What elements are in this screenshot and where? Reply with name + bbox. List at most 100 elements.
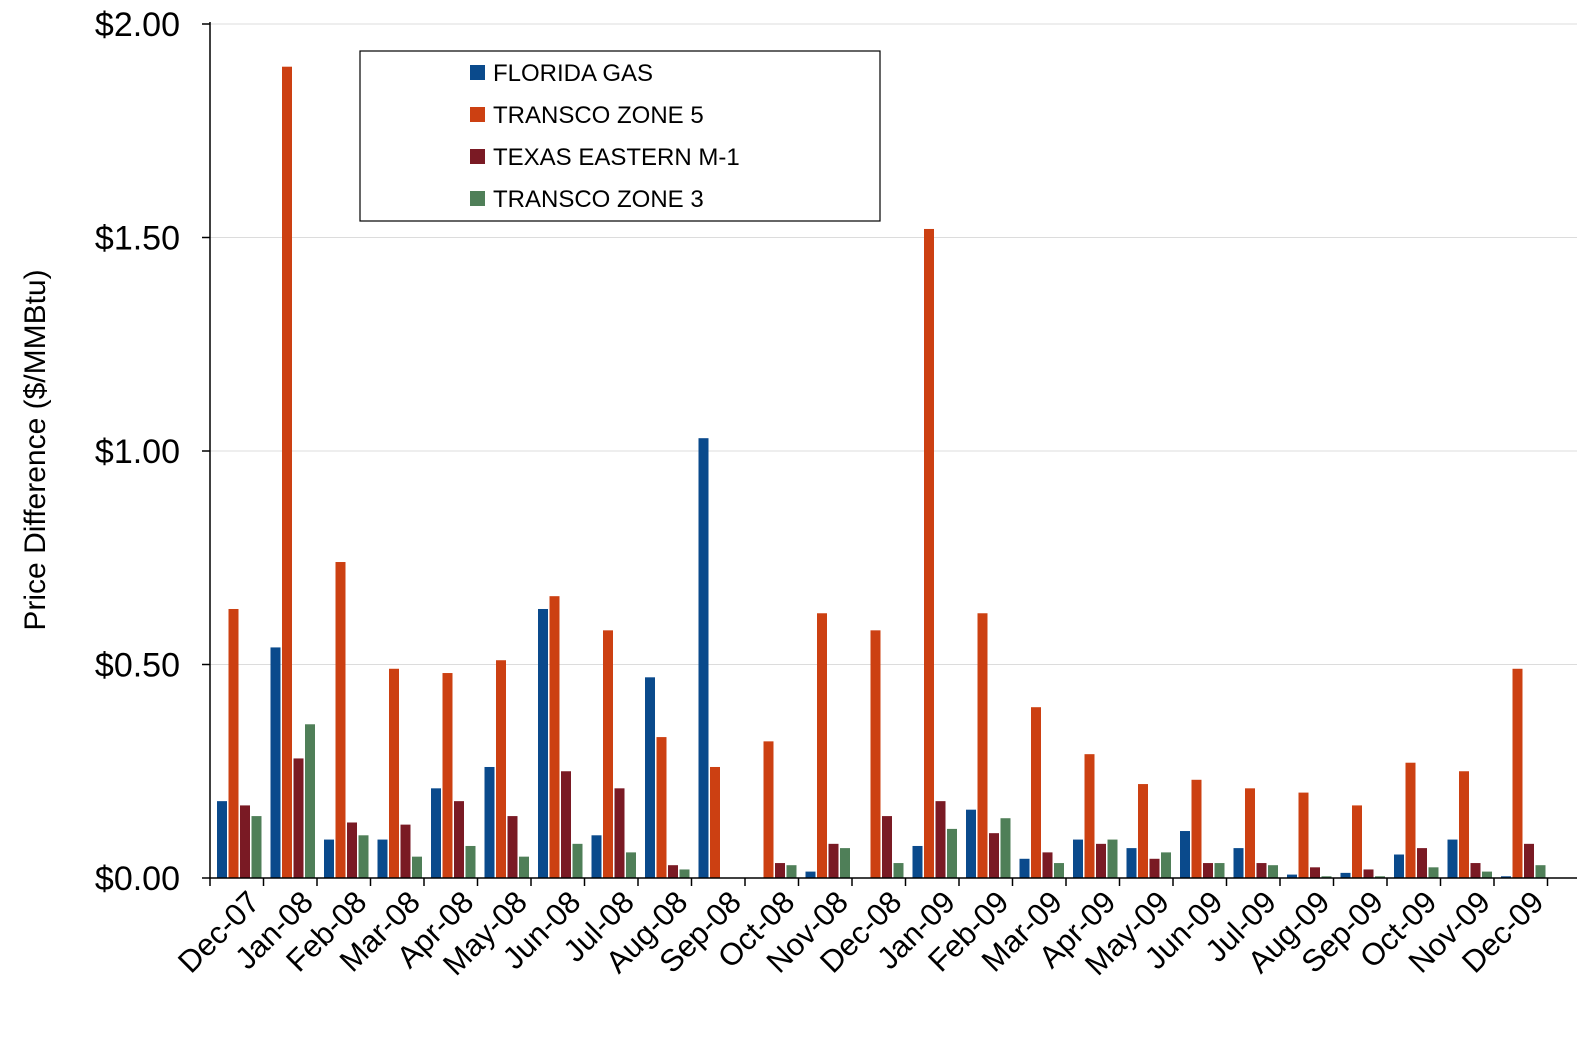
bar-florida-gas — [1180, 831, 1190, 878]
bar-transco-zone-3 — [1268, 865, 1278, 878]
bar-transco-zone-5 — [1245, 788, 1255, 878]
bar-florida-gas — [1340, 872, 1351, 878]
bar-florida-gas — [1019, 858, 1030, 878]
y-tick-label: $1.50 — [95, 220, 180, 258]
y-tick-label: $0.00 — [95, 860, 180, 898]
bar-florida-gas — [1126, 848, 1137, 878]
bar-florida-gas — [431, 788, 441, 878]
bar-texas-eastern-m-1 — [240, 805, 250, 878]
bar-texas-eastern-m-1 — [1310, 867, 1320, 878]
bar-transco-zone-3 — [1375, 876, 1385, 878]
bar-florida-gas — [1394, 854, 1404, 878]
bar-texas-eastern-m-1 — [561, 771, 571, 878]
bar-texas-eastern-m-1 — [935, 801, 946, 878]
bar-transco-zone-3 — [1535, 865, 1546, 878]
bar-florida-gas — [377, 839, 388, 878]
bar-texas-eastern-m-1 — [1417, 848, 1427, 878]
bar-transco-zone-5 — [282, 66, 292, 878]
bar-florida-gas — [912, 845, 923, 878]
bar-transco-zone-3 — [572, 843, 583, 878]
bar-texas-eastern-m-1 — [668, 865, 678, 878]
bar-transco-zone-3 — [519, 856, 529, 878]
bar-transco-zone-5 — [656, 737, 667, 878]
bar-transco-zone-5 — [1405, 762, 1416, 878]
bar-transco-zone-3 — [840, 848, 850, 878]
bar-transco-zone-5 — [1352, 805, 1362, 878]
bar-transco-zone-5 — [228, 608, 239, 878]
y-tick-label: $2.00 — [95, 6, 180, 44]
legend-label: TRANSCO ZONE 5 — [493, 102, 704, 129]
bar-transco-zone-3 — [1107, 839, 1118, 878]
bar-texas-eastern-m-1 — [1524, 843, 1534, 878]
bar-transco-zone-5 — [389, 668, 399, 878]
bar-transco-zone-5 — [870, 630, 881, 878]
bar-transco-zone-3 — [1161, 852, 1171, 878]
legend-label: TEXAS EASTERN M-1 — [493, 144, 740, 171]
bar-transco-zone-5 — [710, 766, 720, 878]
legend-swatch — [470, 191, 485, 206]
bar-transco-zone-3 — [1000, 818, 1011, 878]
bar-transco-zone-5 — [1138, 784, 1148, 878]
bar-transco-zone-5 — [924, 228, 934, 878]
legend-swatch — [470, 107, 485, 122]
legend-label: TRANSCO ZONE 3 — [493, 186, 704, 213]
bar-florida-gas — [484, 766, 495, 878]
bar-florida-gas — [805, 871, 816, 878]
bar-florida-gas — [1233, 848, 1244, 878]
bar-transco-zone-3 — [465, 845, 476, 878]
bar-transco-zone-5 — [1512, 668, 1523, 878]
bar-transco-zone-3 — [412, 856, 422, 878]
bar-texas-eastern-m-1 — [293, 758, 304, 878]
bar-florida-gas — [645, 677, 655, 878]
gridlines — [210, 23, 1577, 665]
bar-transco-zone-3 — [786, 865, 797, 878]
legend-box — [359, 50, 881, 222]
bar-transco-zone-5 — [1459, 771, 1469, 878]
bar-transco-zone-3 — [1482, 871, 1492, 878]
bar-transco-zone-3 — [1054, 863, 1064, 878]
bar-transco-zone-5 — [763, 741, 774, 878]
bar-transco-zone-5 — [549, 596, 560, 878]
bar-texas-eastern-m-1 — [1203, 863, 1213, 878]
bar-transco-zone-3 — [305, 724, 315, 878]
legend-label: FLORIDA GAS — [493, 60, 653, 87]
bar-transco-zone-5 — [442, 673, 453, 878]
y-tick-label: $1.00 — [95, 433, 180, 471]
bar-transco-zone-5 — [335, 562, 346, 878]
bar-florida-gas — [1501, 876, 1511, 878]
bar-florida-gas — [1073, 839, 1083, 878]
legend-swatch — [470, 149, 485, 164]
bar-texas-eastern-m-1 — [828, 843, 839, 878]
bar-transco-zone-5 — [817, 613, 827, 878]
bar-transco-zone-3 — [251, 816, 262, 878]
bar-florida-gas — [698, 438, 709, 878]
bar-transco-zone-3 — [626, 852, 636, 878]
bar-transco-zone-5 — [496, 660, 506, 878]
bar-florida-gas — [1287, 874, 1297, 878]
bar-transco-zone-3 — [893, 863, 904, 878]
legend: FLORIDA GAS TRANSCO ZONE 5 TEXAS EASTERN M… — [359, 50, 881, 222]
bar-transco-zone-3 — [1214, 863, 1225, 878]
bar-texas-eastern-m-1 — [1470, 863, 1481, 878]
bar-texas-eastern-m-1 — [775, 863, 785, 878]
bar-texas-eastern-m-1 — [347, 822, 357, 878]
bar-transco-zone-5 — [603, 630, 613, 878]
bar-transco-zone-3 — [679, 869, 690, 878]
bar-texas-eastern-m-1 — [989, 833, 999, 878]
bar-texas-eastern-m-1 — [1256, 863, 1267, 878]
bar-transco-zone-5 — [1084, 754, 1095, 878]
bar-texas-eastern-m-1 — [454, 801, 464, 878]
bar-transco-zone-5 — [1191, 779, 1202, 878]
bar-transco-zone-5 — [977, 613, 988, 878]
bar-transco-zone-5 — [1031, 707, 1041, 878]
bar-texas-eastern-m-1 — [1096, 843, 1106, 878]
bar-florida-gas — [1447, 839, 1458, 878]
bar-florida-gas — [324, 839, 334, 878]
bar-transco-zone-3 — [947, 828, 957, 878]
bar-texas-eastern-m-1 — [507, 816, 518, 878]
bar-transco-zone-3 — [1321, 876, 1332, 878]
bar-florida-gas — [270, 647, 281, 878]
bar-texas-eastern-m-1 — [400, 824, 411, 878]
